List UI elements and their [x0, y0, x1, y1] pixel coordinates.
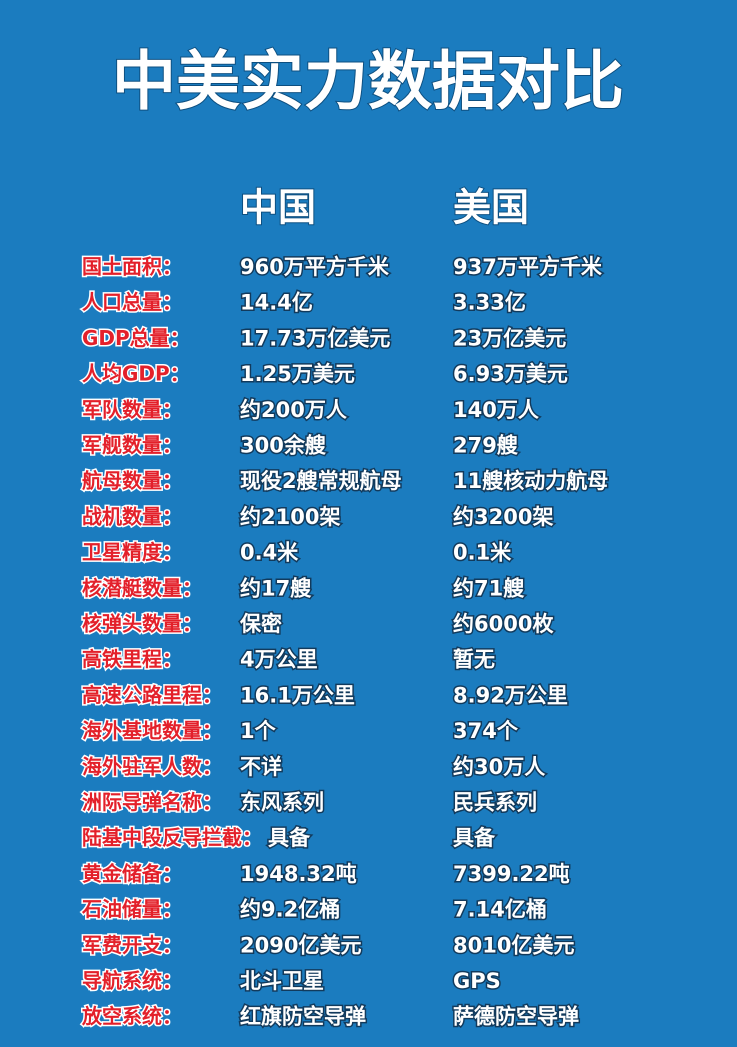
row-label: 洲际导弹名称：: [82, 790, 222, 814]
china-value: 约2100架: [240, 505, 340, 529]
china-value: 约17艘: [240, 576, 312, 600]
usa-value: 约30万人: [453, 755, 545, 779]
china-value: 具备: [268, 826, 311, 850]
china-value: 东风系列: [240, 791, 324, 815]
china-value: 960万平方千米: [240, 255, 390, 279]
china-value: 1.25万美元: [240, 362, 355, 386]
china-value: 保密: [239, 612, 282, 636]
row-label: 核潜艇数量：: [82, 576, 202, 600]
china-value: 现役2艘常规航母: [240, 469, 402, 493]
row-label: 放空系统：: [81, 1004, 182, 1028]
row-label: 核弹头数量：: [82, 612, 202, 636]
row-label: 军费开支：: [82, 933, 182, 957]
usa-value: 7.14亿桶: [453, 898, 547, 922]
usa-value: 具备: [453, 826, 496, 850]
china-value: 约9.2亿桶: [240, 898, 340, 922]
row-label: 石油储量：: [81, 897, 182, 921]
china-value: 14.4亿: [240, 291, 313, 315]
row-label: 卫星精度：: [82, 540, 182, 564]
row-label: GDP总量：: [82, 326, 190, 350]
usa-value: 23万亿美元: [453, 326, 566, 350]
row-label: 军队数量：: [82, 397, 182, 421]
china-value: 不详: [240, 755, 282, 779]
usa-value: 140万人: [453, 398, 539, 422]
china-value: 1948.32吨: [240, 862, 357, 886]
usa-value: 7399.22吨: [453, 862, 570, 886]
usa-value: 8.92万公里: [453, 683, 568, 707]
usa-value: 6.93万美元: [453, 362, 568, 386]
title: 中美实力数据对比: [112, 46, 624, 120]
usa-value: 374个: [453, 719, 519, 743]
row-label: 陆基中段反导拦截：: [82, 826, 262, 850]
row-label: 航母数量：: [82, 469, 182, 493]
column-header: 中国: [240, 186, 316, 230]
row-label: 人均GDP：: [82, 362, 190, 386]
usa-value: 11艘核动力航母: [453, 469, 608, 493]
usa-value: 暂无: [453, 648, 495, 672]
china-value: 0.4米: [240, 541, 299, 565]
china-value: 约200万人: [240, 398, 347, 422]
row-label: 高速公路里程：: [82, 683, 222, 707]
usa-value: 3.33亿: [453, 291, 526, 315]
usa-value: 约3200架: [453, 505, 553, 529]
china-value: 1个: [240, 719, 277, 743]
china-value: 2090亿美元: [240, 933, 361, 957]
row-label: 战机数量：: [82, 504, 182, 528]
row-label: 黄金储备：: [82, 861, 182, 885]
usa-value: 萨德防空导弹: [453, 1005, 579, 1029]
china-value: 红旗防空导弹: [240, 1005, 366, 1029]
usa-value: 8010亿美元: [453, 933, 574, 957]
row-label: 高铁里程：: [82, 647, 182, 671]
usa-value: 0.1米: [453, 541, 512, 565]
usa-value: 约71艘: [453, 576, 525, 600]
row-label: 人口总量：: [82, 290, 182, 314]
usa-value: 民兵系列: [453, 791, 537, 815]
usa-value: 约6000枚: [453, 612, 554, 636]
china-value: 16.1万公里: [240, 683, 355, 707]
china-value: 17.73万亿美元: [240, 326, 390, 350]
china-value: 300余艘: [240, 434, 327, 458]
china-value: 4万公里: [240, 648, 318, 672]
china-value: 北斗卫星: [240, 969, 324, 993]
usa-value: 937万平方千米: [453, 255, 603, 279]
row-label: 国土面积：: [82, 255, 182, 279]
row-label: 海外驻军人数：: [82, 754, 222, 778]
usa-value: 279艘: [453, 434, 519, 458]
row-label: 海外基地数量：: [82, 719, 222, 743]
column-header: 美国: [453, 186, 529, 230]
usa-value: GPS: [453, 969, 501, 993]
row-label: 导航系统：: [82, 969, 182, 993]
row-label: 军舰数量：: [82, 433, 182, 457]
